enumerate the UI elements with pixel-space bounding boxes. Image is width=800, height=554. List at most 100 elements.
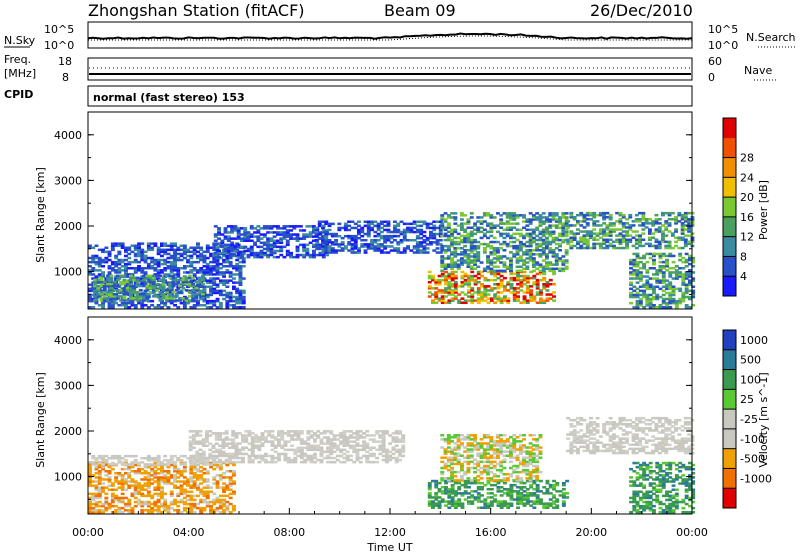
heatmap-cell xyxy=(629,260,633,264)
heatmap-cell xyxy=(476,259,481,262)
heatmap-cell xyxy=(671,289,676,293)
heatmap-cell xyxy=(651,244,656,248)
heatmap-cell xyxy=(469,261,474,264)
heatmap-cell xyxy=(538,220,543,223)
heatmap-cell xyxy=(450,212,454,215)
heatmap-cell xyxy=(221,460,226,464)
heatmap-cell xyxy=(467,281,471,284)
heatmap-cell xyxy=(386,224,391,228)
heatmap-cell xyxy=(213,235,218,238)
heatmap-cell xyxy=(169,482,174,485)
heatmap-cell xyxy=(270,442,275,445)
heatmap-cell xyxy=(143,494,148,498)
heatmap-cell xyxy=(306,446,311,449)
heatmap-cell xyxy=(142,274,146,278)
heatmap-cell xyxy=(654,246,659,250)
heatmap-cell xyxy=(191,297,196,300)
heatmap-cell xyxy=(182,248,187,252)
heatmap-cell xyxy=(263,458,268,462)
heatmap-cell xyxy=(211,450,216,454)
heatmap-cell xyxy=(182,301,187,305)
heatmap-cell xyxy=(217,255,221,259)
heatmap-cell xyxy=(349,434,353,437)
heatmap-cell xyxy=(156,472,161,475)
heatmap-cell xyxy=(140,242,145,245)
heatmap-cell xyxy=(250,448,255,452)
heatmap-cell xyxy=(386,245,391,248)
heatmap-cell xyxy=(440,295,445,298)
heatmap-cell xyxy=(541,265,546,268)
heatmap-cell xyxy=(680,232,685,235)
heatmap-cell xyxy=(438,228,443,232)
heatmap-cell xyxy=(182,509,187,512)
heatmap-cell xyxy=(189,470,194,473)
heatmap-cell xyxy=(383,224,388,228)
heatmap-cell xyxy=(476,496,481,499)
heatmap-cell xyxy=(450,272,455,276)
heatmap-cell xyxy=(276,241,280,244)
heatmap-cell xyxy=(486,506,491,509)
heatmap-cell xyxy=(130,463,135,466)
heatmap-cell xyxy=(322,442,327,445)
heatmap-cell xyxy=(176,472,181,475)
heatmap-cell xyxy=(97,492,102,496)
heatmap-cell xyxy=(109,293,114,296)
heatmap-cell xyxy=(227,458,232,462)
heatmap-cell xyxy=(437,504,442,507)
heatmap-cell xyxy=(199,511,204,514)
heatmap-cell xyxy=(212,467,217,471)
heatmap-cell xyxy=(198,442,203,445)
heatmap-cell xyxy=(205,444,209,447)
heatmap-cell xyxy=(178,297,182,300)
heatmap-cell xyxy=(386,239,391,242)
heatmap-cell xyxy=(668,267,673,270)
heatmap-cell xyxy=(117,461,122,464)
heatmap-cell xyxy=(169,502,174,506)
heatmap-cell xyxy=(671,293,676,297)
heatmap-cell xyxy=(409,230,414,234)
heatmap-cell xyxy=(531,228,536,231)
heatmap-cell xyxy=(169,494,174,498)
heatmap-cell xyxy=(209,285,213,288)
heatmap-cell xyxy=(238,273,243,276)
heatmap-cell xyxy=(548,224,553,227)
heatmap-cell xyxy=(101,486,105,489)
heatmap-cell xyxy=(456,224,461,227)
heatmap-cell xyxy=(256,225,261,228)
heatmap-cell xyxy=(94,476,99,479)
heatmap-cell xyxy=(308,253,313,257)
heatmap-cell xyxy=(156,293,161,297)
heatmap-cell xyxy=(516,295,520,298)
heatmap-cell xyxy=(102,284,107,288)
heatmap-cell xyxy=(91,297,96,301)
heatmap-cell xyxy=(145,297,150,300)
heatmap-cell xyxy=(425,226,430,230)
heatmap-cell xyxy=(122,282,127,286)
heatmap-cell xyxy=(688,269,692,272)
heatmap-cell xyxy=(91,480,96,483)
heatmap-cell xyxy=(429,226,433,230)
heatmap-cell xyxy=(161,295,166,298)
heatmap-cell xyxy=(528,240,533,244)
heatmap-cell xyxy=(309,436,314,439)
heatmap-cell xyxy=(208,442,213,445)
heatmap-cell xyxy=(469,240,474,244)
heatmap-cell xyxy=(88,474,92,477)
heatmap-cell xyxy=(137,470,141,473)
heatmap-cell xyxy=(228,256,233,260)
heatmap-cell xyxy=(240,227,244,230)
heatmap-cell xyxy=(446,230,451,234)
heatmap-cell xyxy=(674,271,679,274)
heatmap-cell xyxy=(467,278,471,282)
heatmap-cell xyxy=(519,488,524,491)
heatmap-cell xyxy=(201,460,206,464)
heatmap-cell xyxy=(661,211,665,215)
heatmap-cell xyxy=(443,244,448,248)
heatmap-cell xyxy=(503,488,507,491)
heatmap-cell xyxy=(146,482,151,485)
heatmap-cell xyxy=(146,244,151,247)
heatmap-cell xyxy=(443,257,448,260)
heatmap-cell xyxy=(473,249,477,252)
heatmap-cell xyxy=(569,224,574,227)
heatmap-cell xyxy=(350,247,355,250)
